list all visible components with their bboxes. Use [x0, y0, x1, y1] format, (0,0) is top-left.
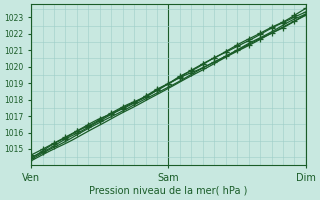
X-axis label: Pression niveau de la mer( hPa ): Pression niveau de la mer( hPa )	[89, 186, 248, 196]
